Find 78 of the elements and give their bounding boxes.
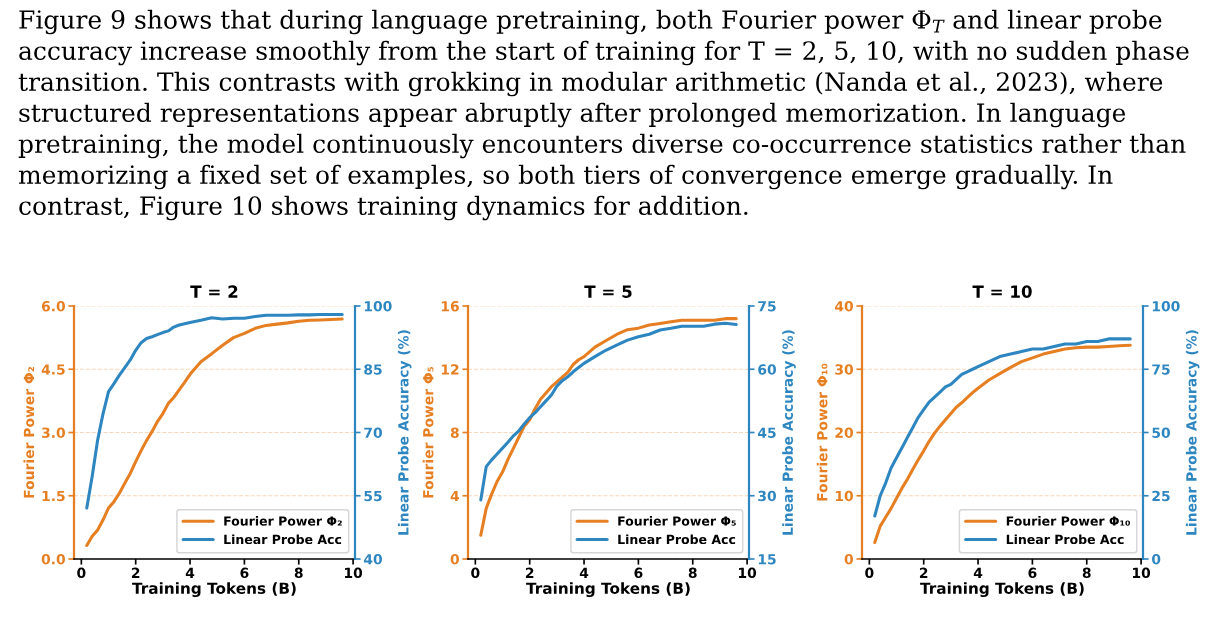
x-tick-label: 4 [579,567,589,578]
y2-tick-label: 0 [1152,553,1161,565]
x-axis-title: Training Tokens (B) [132,582,296,598]
x-tick-label: 10 [345,567,363,579]
chart-title: T = 5 [584,285,632,298]
y-tick-label: 0 [450,553,459,565]
x-tick-label: 0 [77,567,86,579]
x-tick-label: 8 [294,567,303,579]
x-tick-label: 8 [688,567,697,579]
line-series [85,317,344,548]
legend-label: Fourier Power Φ₅ [618,516,736,526]
y-tick-label: 4 [450,490,460,502]
x-tick-label: 6 [1028,567,1037,579]
y-tick-label: 3.0 [41,427,65,438]
y-tick-label: 6.0 [41,300,65,312]
x-tick-label: 10 [739,567,757,579]
y-tick-label: 0.0 [41,553,65,565]
chart-title: T = 2 [190,285,238,298]
text: memorizing a fixed set of examples, so both tiers of convergence emerge gradually. In [18,164,1113,190]
y2-tick-label: 70 [364,427,382,438]
caption: Figure 9 shows that during language pretraining, both Fourier power Φ$_{T}$ and linear probe [19,9,1162,35]
y2-tick-label: 60 [758,364,776,375]
x-tick-label: 6 [240,567,249,579]
x-tick-label: 0 [865,567,874,579]
x-tick-label: 4 [185,567,195,578]
legend-label: Fourier Power Φ₂ [224,516,342,526]
x-tick-label: 4 [973,567,983,578]
legend-label: Fourier Power Φ₁₀ [1006,516,1130,526]
y2-axis-title: Linear Probe Accuracy (%) [782,330,796,535]
y-tick-label: 1.5 [42,490,65,502]
x-tick-label: 2 [525,567,534,578]
text: contrast, Figure 10 shows training dynamics for addition. [19,195,748,221]
chart-title: T = 10 [972,285,1032,298]
y2-axis-title: Linear Probe Accuracy (%) [397,330,412,535]
text: structured representations appear abruptly after prolonged memorization. In language [19,102,1126,128]
y2-tick-label: 55 [364,490,382,502]
x-axis-title: Training Tokens (B) [920,582,1084,598]
y-axis-title: Fourier Power Φ₁₀ [816,363,828,501]
y-tick-label: 4.5 [41,364,65,375]
y2-axis-title: Linear Probe Accuracy (%) [1185,330,1200,535]
y-tick-label: 16 [441,300,459,312]
y-tick-label: 0 [844,553,853,565]
y2-tick-label: 30 [758,490,776,502]
x-tick-label: 6 [634,567,643,579]
y-tick-label: 8 [450,427,459,438]
x-tick-label: 2 [131,567,140,578]
y-tick-label: 12 [441,364,459,375]
line-series [873,343,1132,545]
text: accuracy increase smoothly from the start of training for T = 2, 5, 10, with no sudden phase [19,40,1189,66]
y-tick-label: 10 [835,490,853,502]
line-series [479,321,738,502]
y2-tick-label: 25 [1152,490,1170,502]
y2-tick-label: 15 [758,554,776,565]
legend-label: Linear Probe Acc [224,534,342,545]
y2-tick-label: 85 [364,364,382,375]
y-tick-label: 20 [835,427,853,438]
y2-tick-label: 45 [757,427,776,438]
y-tick-label: 40 [834,300,853,312]
y2-tick-label: 50 [1152,427,1170,438]
x-tick-label: 2 [919,567,928,578]
line-series [873,337,1132,518]
legend-label: Linear Probe Acc [618,534,736,545]
y2-tick-label: 40 [363,553,382,565]
line-series [85,312,344,510]
y-axis-title: Fourier Power Φ₅ [422,366,434,498]
x-axis-title: Training Tokens (B) [526,582,690,598]
y2-tick-label: 75 [1152,364,1170,375]
y-axis-title: Fourier Power Φ₂ [23,366,35,498]
y-tick-label: 30 [835,364,853,375]
y2-tick-label: 75 [758,301,776,312]
y2-tick-label: 100 [364,300,392,312]
x-tick-label: 8 [1082,567,1091,579]
x-tick-label: 0 [471,567,480,579]
legend-label: Linear Probe Acc [1006,534,1124,545]
y2-tick-label: 100 [1152,300,1180,312]
x-tick-label: 10 [1133,567,1151,579]
text: transition. This contrasts with grokking in modular arithmetic (Nanda et al., 2023), where [18,71,1163,97]
text: pretraining, the model continuously encounters diverse co-occurrence statistics rather than [18,133,1186,159]
